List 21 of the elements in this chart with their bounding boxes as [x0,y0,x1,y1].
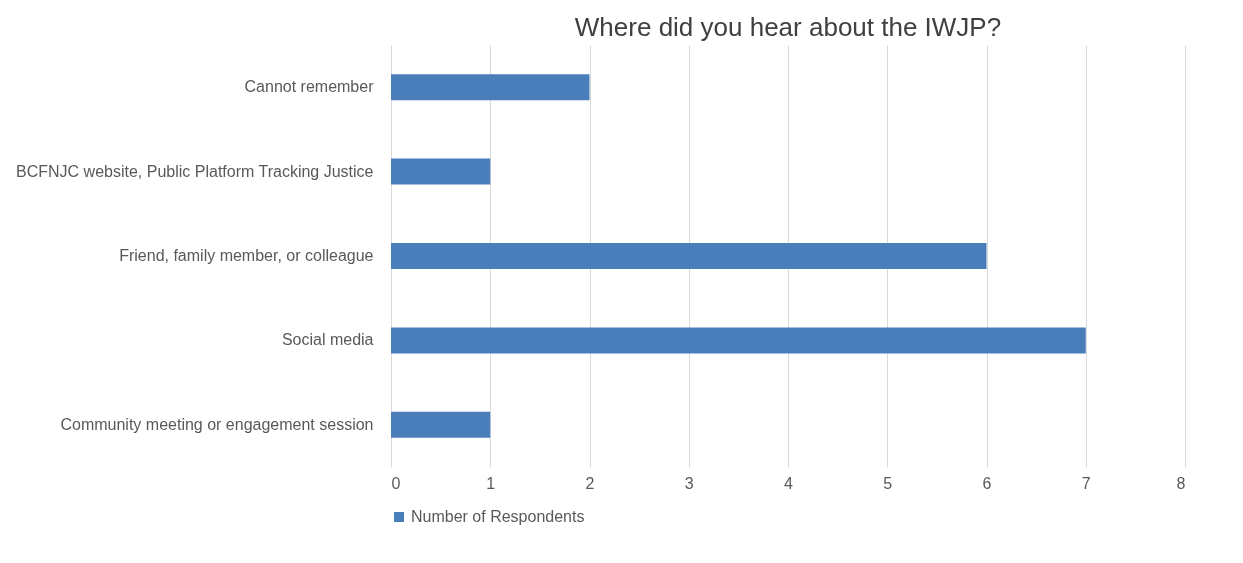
y-tick-label: Community meeting or engagement session [60,415,374,433]
y-tick-label: BCFNJC website, Public Platform Tracking Justice [16,162,374,180]
x-tick-label: 7 [1081,474,1091,492]
x-tick-label: 6 [982,474,992,492]
x-tick-label: 8 [1176,474,1186,492]
bar [391,411,491,438]
y-tick-label: Social media [281,331,374,349]
chart-title: Where did you hear about the IWJP? [574,12,1002,42]
x-tick-label: 2 [585,474,595,492]
bar [391,327,1086,354]
x-tick-label: 0 [391,474,401,492]
bar [391,158,491,185]
bar [391,243,987,269]
bar [391,74,590,101]
x-tick-label: 5 [883,474,893,492]
y-tick-label: Cannot remember [244,78,375,96]
x-tick-label: 4 [784,474,794,492]
legend-label: Number of Respondents [411,508,585,525]
y-tick-label: Friend, family member, or colleague [119,247,374,264]
x-tick-label: 1 [486,474,496,492]
x-tick-label: 3 [684,474,694,492]
